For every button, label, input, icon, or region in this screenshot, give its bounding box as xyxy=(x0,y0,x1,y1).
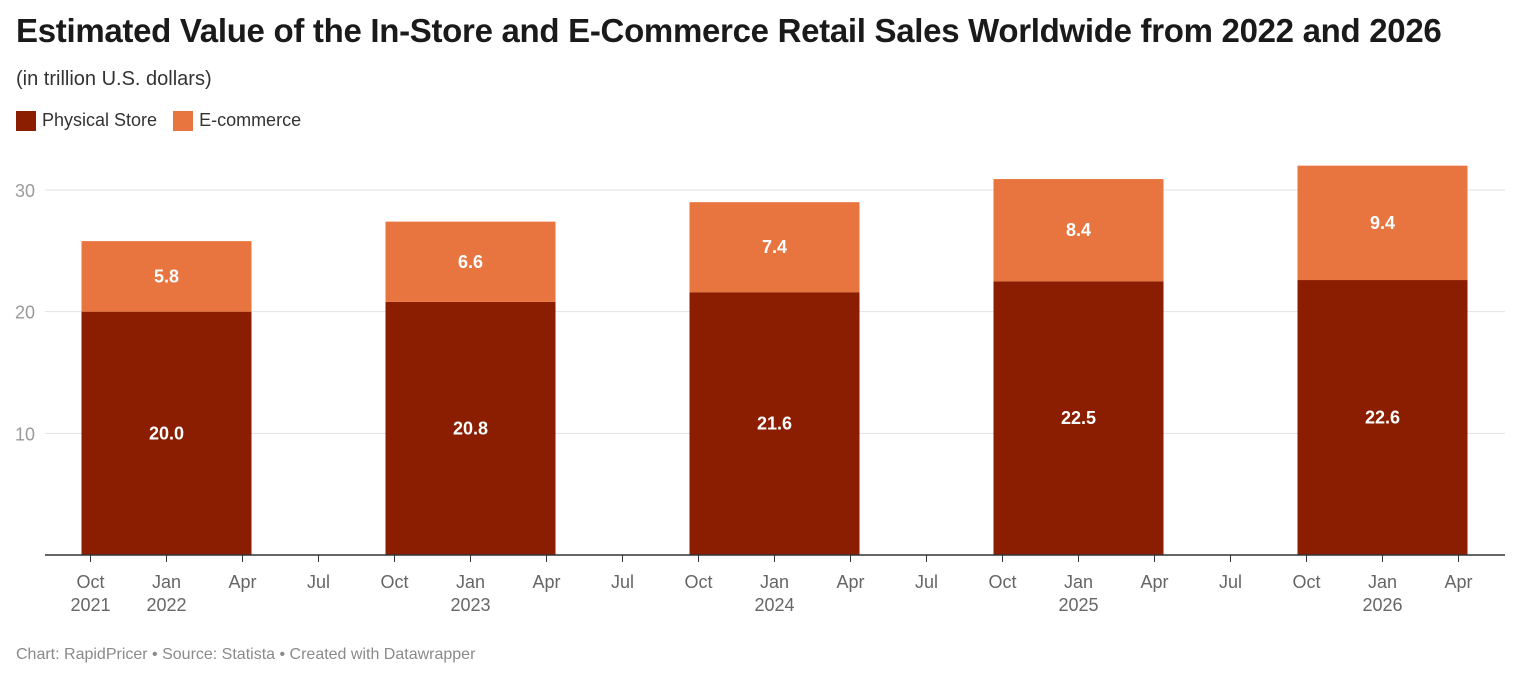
x-tick-label-0: Oct xyxy=(76,572,104,592)
data-label-e-commerce-2022: 5.8 xyxy=(154,266,179,286)
y-tick-label-30: 30 xyxy=(15,181,35,201)
legend: Physical Store E-commerce xyxy=(16,110,301,131)
bar-physical-store-2023 xyxy=(385,301,556,555)
x-tick-label-13: Jan xyxy=(1064,572,1093,592)
legend-label-e-commerce: E-commerce xyxy=(199,110,302,130)
x-tick-year-label-1: 2022 xyxy=(146,595,186,615)
data-label-physical-store-2024: 21.6 xyxy=(757,414,792,434)
data-label-physical-store-2025: 22.5 xyxy=(1061,408,1096,428)
x-tick-label-4: Oct xyxy=(380,572,408,592)
x-tick-label-14: Apr xyxy=(1140,572,1168,592)
x-tick-year-label-0: 2021 xyxy=(70,595,110,615)
chart-title: Estimated Value of the In-Store and E-Co… xyxy=(16,12,1442,49)
data-label-e-commerce-2024: 7.4 xyxy=(762,237,787,257)
x-tick-label-8: Oct xyxy=(684,572,712,592)
bar-e-commerce-2026 xyxy=(1297,165,1468,281)
data-label-physical-store-2026: 22.6 xyxy=(1365,408,1400,428)
legend-label-physical-store: Physical Store xyxy=(42,110,158,130)
legend-item-e-commerce: E-commerce xyxy=(173,110,301,131)
x-tick-label-18: Apr xyxy=(1444,572,1472,592)
x-tick-label-1: Jan xyxy=(152,572,181,592)
x-tick-label-9: Jan xyxy=(760,572,789,592)
x-tick-label-10: Apr xyxy=(836,572,864,592)
x-tick-year-label-5: 2023 xyxy=(450,595,490,615)
data-label-e-commerce-2025: 8.4 xyxy=(1066,220,1091,240)
bar-e-commerce-2025 xyxy=(993,179,1164,282)
x-tick-label-2: Apr xyxy=(228,572,256,592)
legend-swatch-e-commerce xyxy=(173,110,194,131)
x-tick-label-12: Oct xyxy=(988,572,1016,592)
x-tick-label-5: Jan xyxy=(456,572,485,592)
data-label-physical-store-2023: 20.8 xyxy=(453,418,488,438)
x-tick-label-17: Jan xyxy=(1368,572,1397,592)
bar-physical-store-2026 xyxy=(1297,280,1468,555)
bar-physical-store-2024 xyxy=(689,292,860,555)
legend-swatch-physical-store xyxy=(16,110,36,131)
x-tick-label-15: Jul xyxy=(1219,572,1242,592)
legend-item-physical-store: Physical Store xyxy=(16,110,157,131)
x-tick-year-label-9: 2024 xyxy=(754,595,794,615)
chart-subtitle: (in trillion U.S. dollars) xyxy=(16,68,212,90)
y-tick-label-10: 10 xyxy=(15,424,35,444)
data-label-e-commerce-2023: 6.6 xyxy=(458,252,483,272)
bar-physical-store-2025 xyxy=(993,281,1164,555)
y-tick-label-20: 20 xyxy=(15,303,35,323)
bar-physical-store-2022 xyxy=(81,311,252,555)
x-tick-label-7: Jul xyxy=(611,572,634,592)
x-tick-label-6: Apr xyxy=(532,572,560,592)
x-tick-label-16: Oct xyxy=(1292,572,1320,592)
bar-e-commerce-2024 xyxy=(689,202,860,293)
bar-e-commerce-2022 xyxy=(81,241,252,312)
x-tick-label-11: Jul xyxy=(915,572,938,592)
data-label-physical-store-2022: 20.0 xyxy=(149,423,184,443)
x-tick-label-3: Jul xyxy=(307,572,330,592)
data-label-e-commerce-2026: 9.4 xyxy=(1370,213,1395,233)
x-tick-year-label-13: 2025 xyxy=(1058,595,1098,615)
bar-e-commerce-2023 xyxy=(385,221,556,302)
chart-footer: Chart: RapidPricer • Source: Statista • … xyxy=(16,646,476,663)
x-tick-year-label-17: 2026 xyxy=(1362,595,1402,615)
